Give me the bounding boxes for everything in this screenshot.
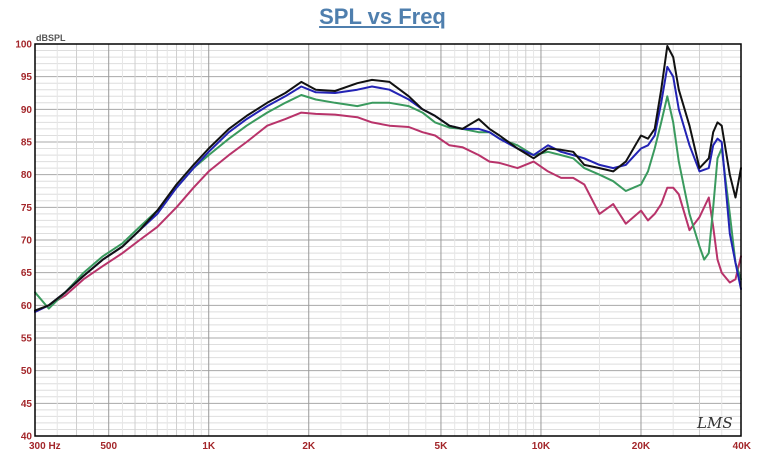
series-line-green bbox=[34, 94, 742, 310]
series-lines bbox=[34, 45, 742, 313]
x-tick-label: 1K bbox=[202, 441, 216, 452]
y-tick-label: 55 bbox=[21, 334, 33, 345]
y-tick-label: 65 bbox=[21, 268, 33, 279]
x-tick-label: 5K bbox=[435, 441, 449, 452]
y-tick-label: 70 bbox=[21, 236, 33, 247]
lms-logo: LMS bbox=[696, 414, 733, 432]
y-tick-label: 45 bbox=[21, 399, 33, 410]
y-tick-labels: 100 95 90 85 80 75 70 65 60 55 50 45 40 bbox=[15, 40, 32, 443]
x-tick-label: 10K bbox=[532, 441, 551, 452]
x-tick-labels: 300 Hz 500 1K 2K 5K 10K 20K 40K bbox=[29, 441, 752, 452]
grid bbox=[35, 44, 741, 436]
y-tick-label: 80 bbox=[21, 170, 33, 181]
y-tick-label: 75 bbox=[21, 203, 33, 214]
x-tick-label: 2K bbox=[302, 441, 316, 452]
x-tick-label: 40K bbox=[733, 441, 752, 452]
y-axis-label: dBSPL bbox=[36, 33, 66, 43]
y-tick-label: 50 bbox=[21, 366, 33, 377]
x-tick-label: 20K bbox=[632, 441, 651, 452]
chart-title: SPL vs Freq bbox=[319, 4, 446, 29]
y-tick-label: 40 bbox=[21, 432, 33, 443]
x-tick-label: 300 Hz bbox=[29, 441, 61, 452]
series-line-black bbox=[34, 45, 742, 312]
plot-frame bbox=[34, 43, 742, 437]
y-tick-label: 60 bbox=[21, 301, 33, 312]
series-line-magenta bbox=[34, 111, 742, 313]
y-tick-label: 95 bbox=[21, 72, 33, 83]
x-tick-label: 500 bbox=[100, 441, 117, 452]
y-tick-label: 85 bbox=[21, 138, 33, 149]
series-line-blue bbox=[34, 65, 742, 313]
y-tick-label: 100 bbox=[15, 40, 32, 51]
y-tick-label: 90 bbox=[21, 105, 33, 116]
